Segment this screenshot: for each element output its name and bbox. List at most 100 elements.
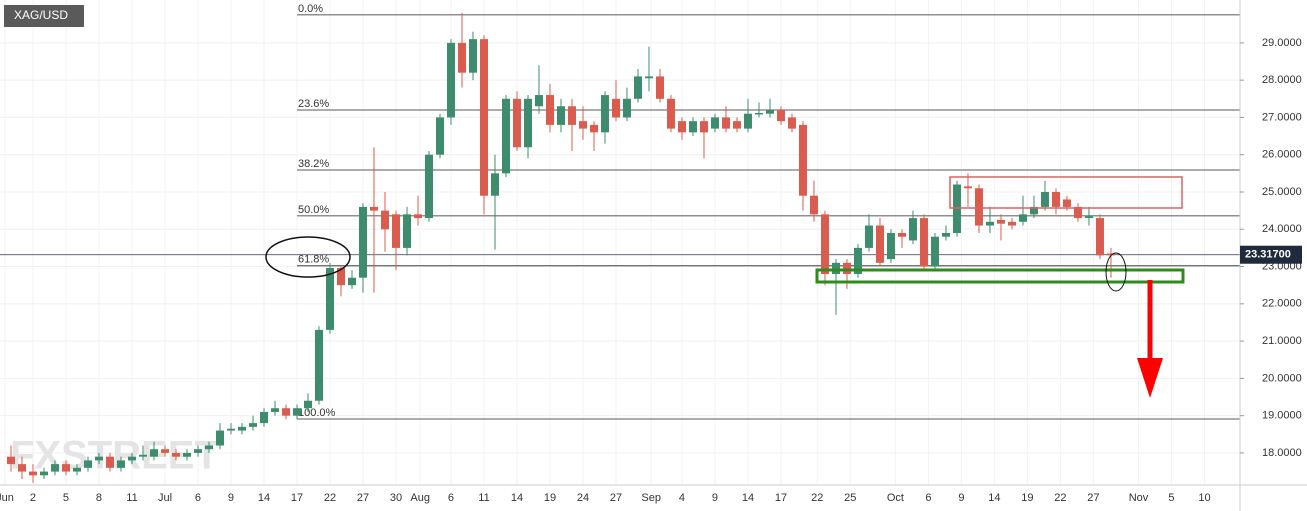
fib-label: 100.0% [298, 407, 336, 419]
candle-body [1018, 214, 1027, 222]
x-tick-label: 19 [544, 492, 556, 504]
candle-body [61, 464, 70, 472]
candle-body [17, 464, 26, 472]
candle-body [171, 452, 180, 457]
candle-body [941, 232, 950, 237]
x-tick-label: 11 [126, 492, 137, 504]
arrow-head [1137, 358, 1163, 398]
candle-body [83, 460, 92, 468]
candle-body [567, 106, 576, 125]
x-tick-label: 5 [63, 492, 69, 504]
y-tick-label: 21.0000 [1262, 335, 1302, 347]
y-tick-label: 25.0000 [1262, 186, 1302, 198]
candle-body [787, 117, 796, 129]
x-tick-label: Jun [0, 492, 14, 504]
x-tick-label: 5 [1168, 492, 1174, 504]
candle-body [358, 206, 367, 278]
candle-body [622, 98, 631, 118]
candle-body [908, 218, 917, 241]
candle-body [138, 454, 147, 457]
x-tick-label: 9 [712, 492, 718, 504]
candle-body [578, 121, 587, 129]
candle-body [1007, 221, 1016, 226]
candle-body [182, 452, 191, 457]
y-tick-label: 20.0000 [1262, 372, 1302, 384]
candle-body [490, 173, 499, 196]
axes: 18.000019.000020.000021.000022.000023.00… [0, 37, 1302, 504]
x-tick-label: 25 [844, 492, 856, 504]
candle-body [1051, 191, 1060, 207]
x-tick-label: 22 [811, 492, 823, 504]
candle-body [743, 113, 752, 129]
candle-body [1084, 216, 1093, 219]
x-tick-label: 30 [390, 492, 402, 504]
candle-body [875, 225, 884, 263]
last-price-box [1240, 245, 1302, 264]
candle-body [380, 210, 389, 230]
legend-box [4, 5, 84, 27]
candle-body [820, 214, 829, 275]
candle-body [512, 98, 521, 148]
candle-body [985, 221, 994, 226]
candle-body [28, 471, 37, 476]
candle-body [721, 117, 730, 129]
candle-body [545, 95, 554, 125]
candle-body [1073, 206, 1082, 219]
support-box [815, 268, 1185, 284]
candle-body [347, 277, 356, 286]
candle-body [215, 430, 224, 446]
candle-body [457, 42, 466, 73]
candle-body [930, 236, 939, 267]
candle-body [314, 329, 323, 401]
x-tick-label: 9 [228, 492, 234, 504]
x-tick-label: 9 [958, 492, 964, 504]
candle-body [270, 408, 279, 412]
x-tick-label: 4 [679, 492, 685, 504]
candle-body [39, 471, 48, 476]
x-tick-label: 11 [478, 492, 489, 504]
x-tick-label: 8 [96, 492, 102, 504]
candle-body [1095, 218, 1104, 256]
legend-title: XAG/USD [14, 8, 68, 22]
candle-body [919, 218, 928, 267]
candle-body [501, 98, 510, 174]
candle-body [853, 247, 862, 275]
candle-body [1029, 206, 1038, 215]
candle-body [633, 76, 642, 99]
candle-body [831, 262, 840, 275]
candle-body [402, 214, 411, 248]
x-tick-label: 14 [742, 492, 754, 504]
y-tick-label: 22.0000 [1262, 298, 1302, 310]
candle-body [160, 449, 169, 453]
candle-body [193, 449, 202, 453]
candle-body [754, 112, 763, 115]
candle-body [765, 109, 774, 114]
y-tick-label: 27.0000 [1262, 111, 1302, 123]
fib-label: 61.8% [298, 254, 329, 266]
x-tick-label: 6 [925, 492, 931, 504]
candle-body [710, 117, 719, 129]
candle-body [952, 184, 961, 233]
x-tick-label: 22 [1054, 492, 1066, 504]
x-tick-label: 14 [511, 492, 523, 504]
last-price-label: 23.31700 [1245, 249, 1291, 261]
x-tick-label: 17 [291, 492, 303, 504]
x-tick-label: Oct [887, 492, 904, 504]
candle-body [94, 456, 103, 461]
annotation-ellipse [265, 236, 351, 278]
candle-body [292, 408, 301, 416]
x-tick-label: 10 [1198, 492, 1210, 504]
candle-body [677, 121, 686, 133]
candle-body [732, 121, 741, 129]
candle-body [589, 124, 598, 133]
x-tick-label: 14 [258, 492, 270, 504]
candle-body [127, 456, 136, 461]
candle-body [809, 195, 818, 215]
candle-body [864, 225, 873, 248]
candle-body [479, 39, 488, 196]
x-tick-label: 6 [195, 492, 201, 504]
x-tick-label: Sep [641, 492, 661, 504]
